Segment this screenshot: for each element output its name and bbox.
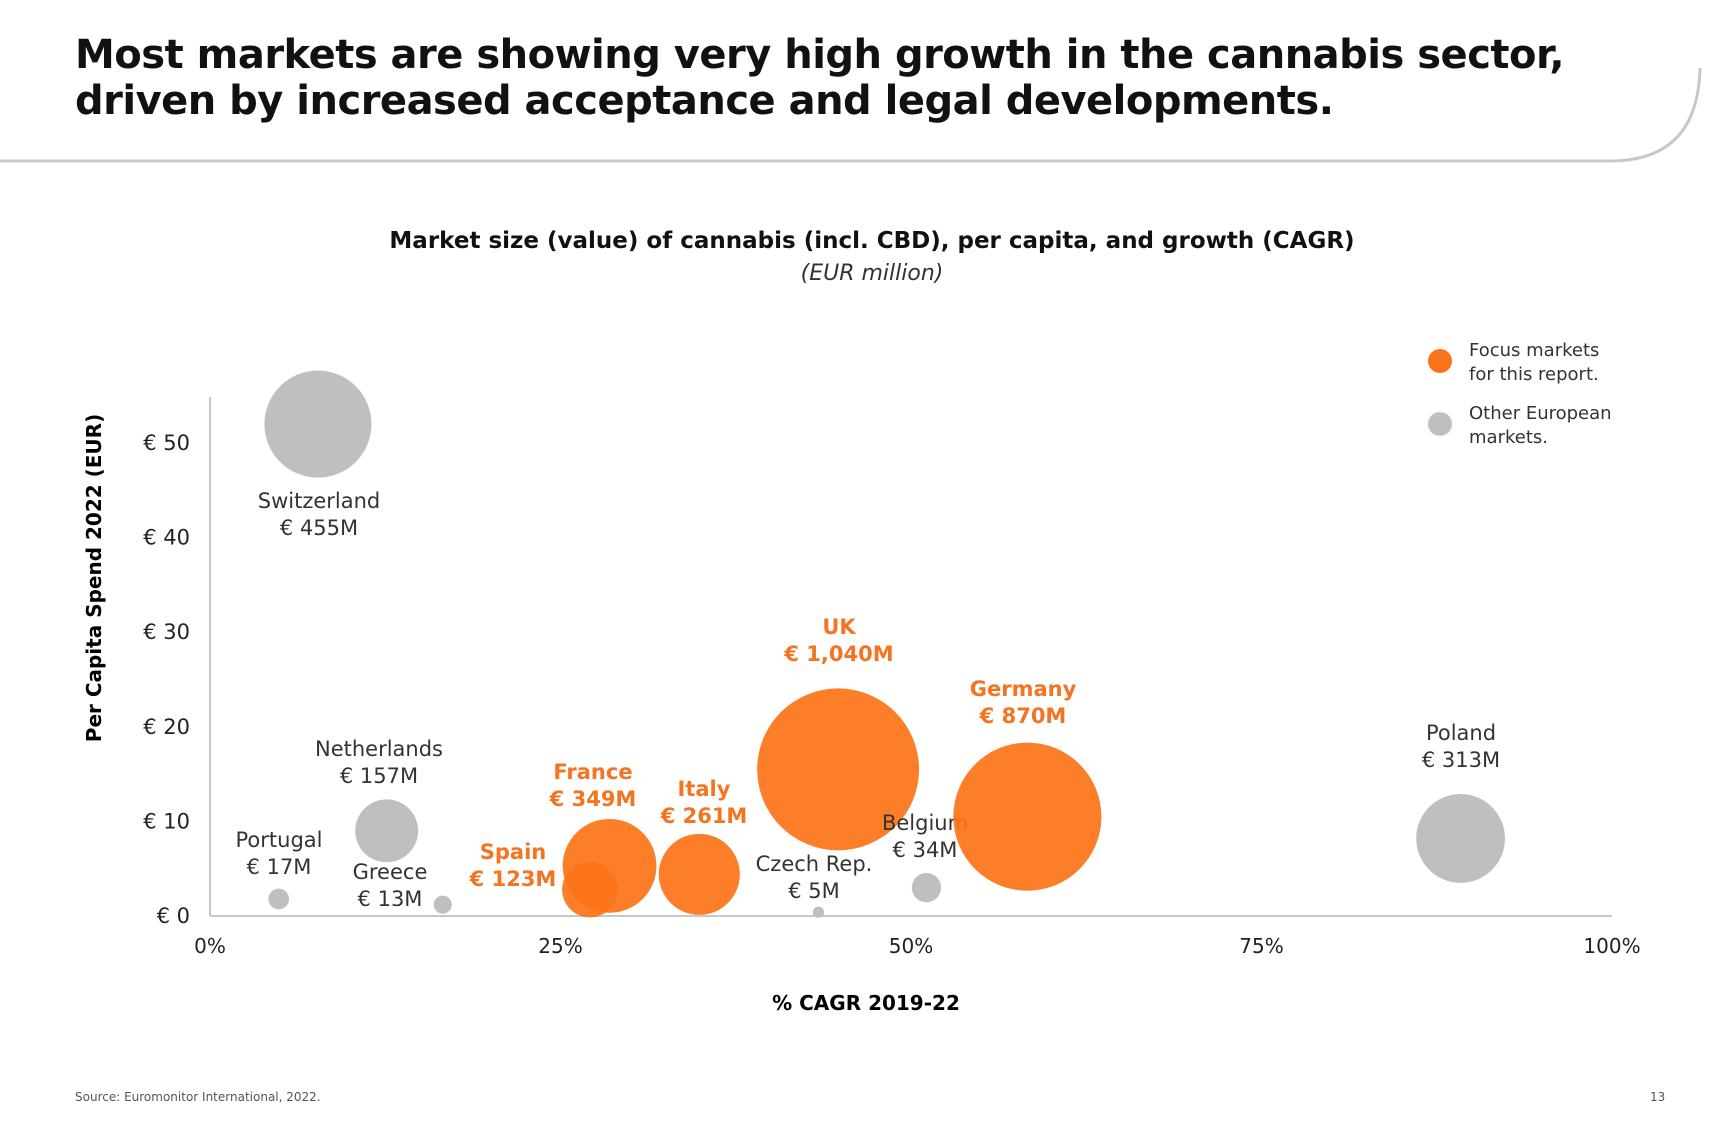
legend-label: for this report. [1469,364,1599,385]
data-label-name: Greece [353,860,428,884]
data-label-name: Germany [970,677,1077,701]
data-label-value: € 313M [1422,748,1500,772]
y-tick-label: € 10 [143,809,190,833]
x-tick-label: 100% [1583,934,1640,958]
data-label-value: € 5M [788,879,840,903]
data-label-value: € 870M [979,704,1067,728]
bubble-italy [658,833,740,915]
bubble-switzerland [264,370,372,478]
legend-marker-other [1428,412,1452,436]
data-label-name: UK [822,615,856,639]
bubble-greece [433,895,452,914]
legend-label: markets. [1469,427,1548,448]
data-label-name: Spain [480,840,546,864]
data-label-name: Poland [1426,721,1496,745]
chart-subtitle: (EUR million) [800,261,944,286]
data-label-name: Switzerland [258,489,381,513]
page-number: 13 [1650,1090,1666,1104]
bubble-netherlands [355,799,419,863]
y-tick-label: € 30 [143,620,190,644]
data-label-value: € 157M [340,764,418,788]
y-tick-label: € 40 [143,526,190,550]
data-label-value: € 123M [469,867,557,891]
legend-label: Other European [1469,403,1612,424]
y-tick-label: € 50 [143,431,190,455]
bubble-spain [562,861,618,918]
data-label-name: Italy [678,777,731,801]
x-tick-label: 0% [194,934,226,958]
data-label-value: € 13M [358,887,423,911]
data-label-name: Czech Rep. [756,852,873,876]
legend-marker-focus [1428,349,1452,373]
bubble-uk [757,688,920,851]
data-label-name: Portugal [236,828,323,852]
x-tick-label: 25% [538,934,582,958]
chart-title: Market size (value) of cannabis (incl. C… [389,228,1355,254]
legend-label: Focus markets [1469,340,1599,361]
page-title: Most markets are showing very high growt… [75,32,1565,124]
bubble-poland [1416,794,1505,883]
data-label-value: € 34M [893,838,958,862]
title-line-2: driven by increased acceptance and legal… [75,78,1334,124]
x-axis-title: % CAGR 2019-22 [772,991,960,1015]
y-tick-label: € 20 [143,715,190,739]
x-tick-label: 75% [1239,934,1283,958]
bubble-belgium [911,872,942,903]
source-note: Source: Euromonitor International, 2022. [75,1090,321,1104]
bubble-czech-rep- [812,906,825,918]
bubble-germany [953,742,1102,891]
x-tick-label: 50% [889,934,933,958]
title-line-1: Most markets are showing very high growt… [75,32,1565,78]
data-label-name: Netherlands [315,737,443,761]
data-label-value: € 1,040M [783,642,893,666]
bubble-portugal [268,888,290,910]
data-label-value: € 455M [280,516,358,540]
data-label-value: € 17M [247,855,312,879]
y-tick-label: € 0 [157,904,190,928]
data-label-value: € 261M [660,804,748,828]
y-axis-title: Per Capita Spend 2022 (EUR) [82,414,106,742]
data-label-value: € 349M [549,787,637,811]
data-label-name: France [553,760,632,784]
